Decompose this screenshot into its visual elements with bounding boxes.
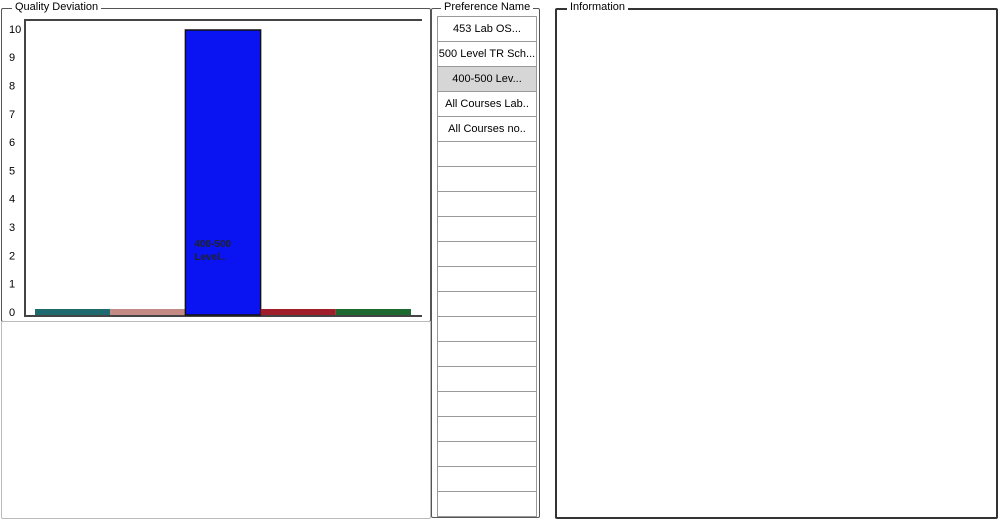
panel-title: Information [567,1,629,13]
list-top [437,16,537,17]
y-tick-label: 5 [9,165,15,177]
y-tick-label: 8 [9,81,15,93]
bar [260,309,336,315]
empty-row [437,367,537,392]
preference-item[interactable]: 400-500 Lev... [437,67,537,92]
plot-frame [24,19,422,317]
empty-row [437,317,537,342]
y-tick-label: 10 [9,24,21,36]
empty-row [437,442,537,467]
empty-row [437,292,537,317]
empty-row [437,242,537,267]
preference-item[interactable]: 453 Lab OS... [437,17,537,42]
y-tick-label: 6 [9,137,15,149]
bar-label: 400-500 Level.. [194,239,232,263]
bar [35,309,111,315]
y-tick-label: 4 [9,194,15,206]
info-panel [555,8,998,519]
y-tick-label: 0 [9,307,15,319]
empty-row [437,467,537,492]
bar [110,309,186,315]
y-tick-label: 1 [9,279,15,291]
empty-row [437,417,537,442]
bar [184,29,262,316]
y-tick-label: 2 [9,250,15,262]
bar [335,309,411,315]
y-tick-label: 3 [9,222,15,234]
empty-row [437,167,537,192]
preference-item[interactable]: All Courses no.. [437,117,537,142]
preference-item[interactable]: 500 Level TR Sch... [437,42,537,67]
empty-row [437,267,537,292]
panel-title: Preference Name [441,1,534,13]
empty-row [437,342,537,367]
empty-row [437,217,537,242]
panel-title: Quality Deviation [12,1,102,13]
chart: 0 1 2 3 4 5 6 7 8 9 10 [9,19,422,319]
empty-row [437,142,537,167]
empty-row [437,192,537,217]
empty-row [437,392,537,417]
empty-row [437,492,537,517]
y-tick-label: 9 [9,52,15,64]
preference-item[interactable]: All Courses Lab.. [437,92,537,117]
y-tick-label: 7 [9,109,15,121]
lower-panel [1,321,431,519]
